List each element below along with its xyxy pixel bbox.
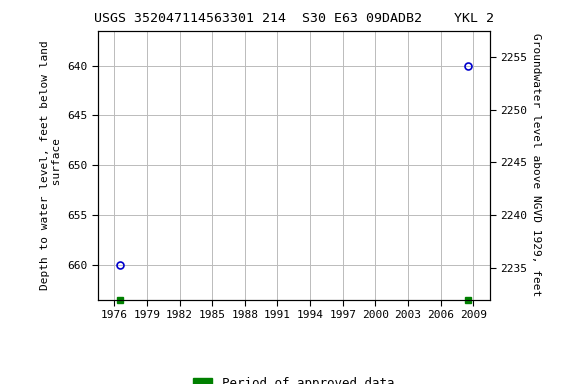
Y-axis label: Depth to water level, feet below land
 surface: Depth to water level, feet below land su… <box>40 40 62 290</box>
Y-axis label: Groundwater level above NGVD 1929, feet: Groundwater level above NGVD 1929, feet <box>531 33 541 297</box>
Title: USGS 352047114563301 214  S30 E63 09DADB2    YKL 2: USGS 352047114563301 214 S30 E63 09DADB2… <box>94 12 494 25</box>
Legend: Period of approved data: Period of approved data <box>188 372 399 384</box>
